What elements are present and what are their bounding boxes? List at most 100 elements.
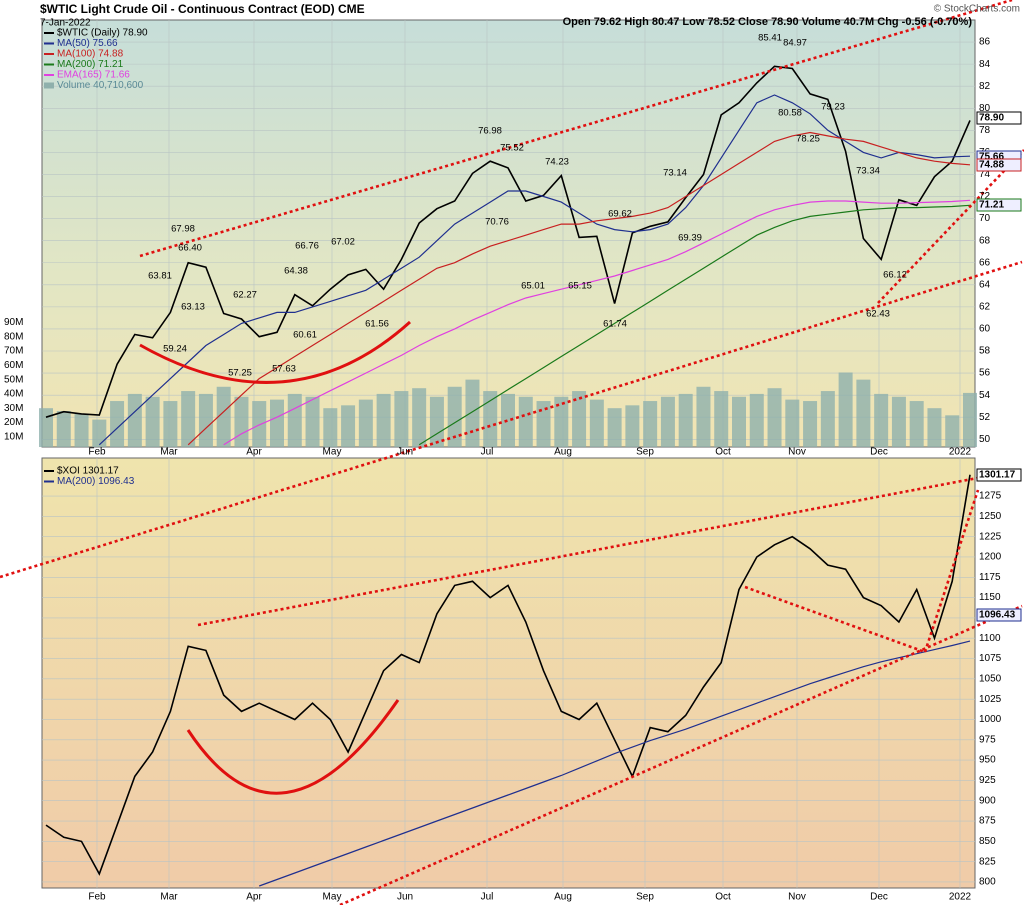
x-tick-label: Mar [160,447,178,458]
last-value-label: 71.21 [979,200,1004,211]
plot-layer [39,20,977,888]
last-value-box [976,111,1022,125]
price-annotation: 64.38 [284,266,308,277]
x-tick-label: Feb [88,447,106,458]
y-tick-label: 850 [979,836,996,847]
volume-bar [270,399,284,447]
volume-bar [92,419,107,447]
y-tick-label: 72 [979,191,991,202]
y-tick-label: 74 [979,169,991,180]
y-tick-label: 64 [979,279,991,290]
x-tick-label: Oct [715,892,731,903]
price-annotation: 74.23 [545,157,569,168]
volume-bar [714,391,729,447]
x-tick-label: Feb [88,892,106,903]
volume-bar [429,396,444,447]
price-annotation: 85.41 [758,33,782,44]
volume-bar [803,401,818,447]
volume-bar [305,396,320,447]
price-annotation: 80.58 [778,108,802,119]
volume-bar [572,391,587,447]
volume-bar [874,393,889,447]
y-tick-label: 84 [979,59,991,70]
y-tick-label: 86 [979,37,991,48]
volume-tick-label: 70M [4,346,23,357]
volume-bar [749,393,764,447]
series-line [45,474,971,876]
x-tick-label: Apr [246,892,262,903]
volume-tick-label: 50M [4,374,23,385]
x-tick-label: Jul [481,447,494,458]
price-annotation: 69.62 [608,209,632,220]
volume-bar [465,379,480,447]
volume-tick-label: 30M [4,403,23,414]
last-value-label: 75.66 [979,152,1004,163]
y-tick-label: 1250 [979,511,1002,522]
volume-bar [198,393,213,447]
volume-bar [891,396,906,447]
x-tick-label: Nov [788,892,806,903]
volume-bar [110,401,125,447]
legend-label: MA(200) 1096.43 [57,476,135,487]
x-tick-label: Sep [636,892,654,903]
volume-bar [127,393,142,447]
volume-bar [536,401,551,447]
price-annotation: 61.74 [603,319,627,330]
last-value-label: 1301.17 [979,470,1016,481]
price-annotation: 73.34 [856,166,880,177]
volume-bar [820,391,835,447]
volume-bar [252,401,267,447]
price-annotation: 63.13 [181,302,205,313]
series-line [223,199,971,446]
volume-bar [963,392,977,447]
trendline [0,260,1023,579]
last-value-box [976,158,1022,172]
x-tick-label: Nov [788,447,806,458]
volume-tick-label: 10M [4,431,23,442]
y-tick-label: 60 [979,324,991,335]
x-tick-label: Mar [160,892,178,903]
last-value-box [976,608,1022,622]
y-tick-label: 1075 [979,653,1002,664]
y-tick-label: 1275 [979,491,1002,502]
legend-label: $WTIC (Daily) 78.90 [57,28,148,39]
panel-top [41,19,976,448]
volume-bar [856,379,871,447]
price-annotation: 67.02 [331,237,355,248]
y-tick-label: 50 [979,434,991,445]
price-annotation: 61.56 [365,319,389,330]
series-line [187,131,971,446]
volume-bar [341,405,356,447]
volume-bar [483,391,498,447]
y-tick-label: 800 [979,877,996,888]
quote: Open 79.62 High 80.47 Low 78.52 Close 78… [563,16,973,28]
y-tick-label: 925 [979,775,996,786]
series-line [418,204,971,446]
volume-tick-label: 90M [4,317,23,328]
volume-tick-label: 20M [4,417,23,428]
trendline [744,585,926,654]
volume-bar [554,396,569,447]
x-tick-label: Jul [481,892,494,903]
y-tick-label: 1200 [979,552,1002,563]
price-annotation: 73.14 [663,168,687,179]
trendline [197,468,1021,627]
y-tick-label: 975 [979,734,996,745]
y-tick-label: 82 [979,81,991,92]
volume-bar [56,411,71,447]
y-tick-label: 54 [979,390,991,401]
panel-bottom [41,457,976,889]
series-line [98,94,971,446]
chart-date: 7-Jan-2022 [40,18,91,29]
volume-bar [518,396,533,447]
y-tick-label: 80 [979,103,991,114]
x-tick-label: Aug [554,447,572,458]
trend-arc [186,699,400,795]
last-value-box [976,198,1022,212]
volume-bar [323,408,338,447]
volume-bar [234,396,249,447]
volume-bar [358,399,373,447]
volume-bar [678,393,693,447]
